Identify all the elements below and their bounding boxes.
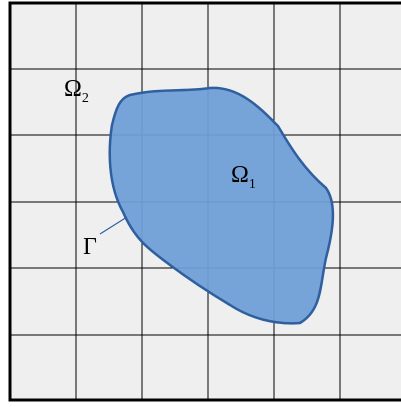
domain-blob bbox=[108, 86, 335, 325]
border bbox=[8, 1, 401, 402]
label-subscript: 2 bbox=[82, 91, 89, 106]
leader-line bbox=[99, 216, 128, 235]
label-symbol: Ω bbox=[64, 76, 82, 102]
omega1-label: Ω1 bbox=[231, 162, 256, 192]
omega2-label: Ω2 bbox=[64, 76, 89, 106]
label-subscript: 1 bbox=[249, 177, 256, 192]
gamma-label: Γ bbox=[83, 234, 97, 260]
label-symbol: Ω bbox=[231, 162, 249, 188]
